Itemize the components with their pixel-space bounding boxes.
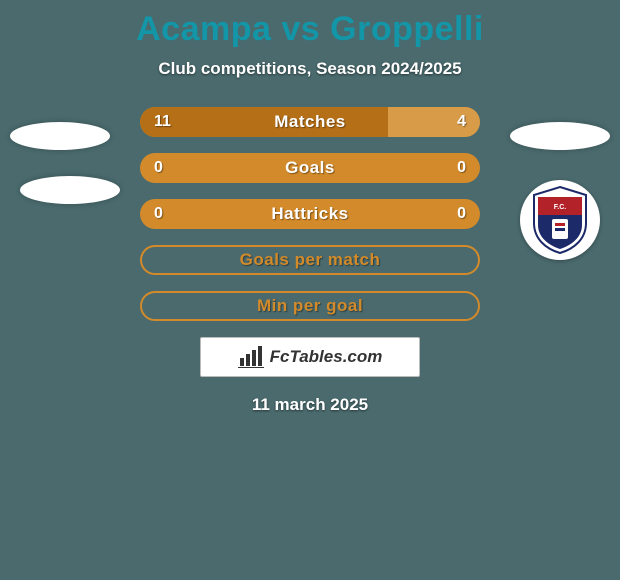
subtitle: Club competitions, Season 2024/2025 [0, 59, 620, 79]
stat-label: Goals per match [142, 247, 478, 273]
stat-label: Hattricks [140, 199, 480, 229]
comparison-rows: 114Matches 00Goals 00Hattricks Goals per ma… [140, 107, 480, 321]
player-b-photo-placeholder [510, 122, 610, 150]
page-title: Acampa vs Groppelli [0, 0, 620, 49]
player-b-name: Groppelli [330, 10, 484, 48]
stat-row-goals-per-match: Goals per match [140, 245, 480, 275]
stat-label: Matches [140, 107, 480, 137]
vs-label: vs [281, 10, 320, 48]
shield-icon: F.C. [530, 185, 590, 255]
watermark-box: FcTables.com [200, 337, 420, 377]
stat-row-matches: 114Matches [140, 107, 480, 137]
bar-chart-icon [238, 346, 264, 368]
footer-date: 11 march 2025 [0, 395, 620, 415]
stat-label: Goals [140, 153, 480, 183]
watermark-text: FcTables.com [270, 347, 383, 367]
stat-label: Min per goal [142, 293, 478, 319]
stat-row-hattricks: 00Hattricks [140, 199, 480, 229]
player-a-name: Acampa [136, 10, 271, 48]
player-a-photo-placeholder-2 [20, 176, 120, 204]
stat-row-min-per-goal: Min per goal [140, 291, 480, 321]
stat-row-goals: 00Goals [140, 153, 480, 183]
player-a-photo-placeholder-1 [10, 122, 110, 150]
svg-text:F.C.: F.C. [554, 204, 567, 211]
club-badge-crotone: F.C. [520, 180, 600, 260]
